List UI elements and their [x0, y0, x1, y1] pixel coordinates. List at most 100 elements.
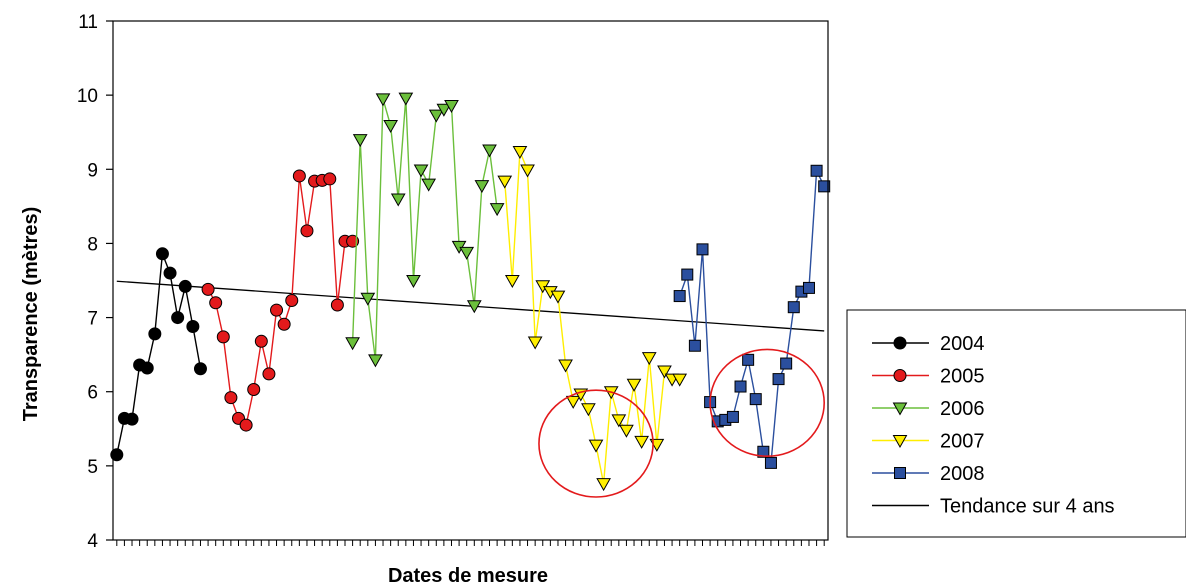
- series-2005: [201, 169, 360, 432]
- point-2006-4: [368, 354, 383, 368]
- legend-item-3: 2006: [872, 398, 985, 420]
- point-2007-4: [520, 164, 535, 178]
- point-2008-18: [802, 281, 815, 294]
- point-2004-9: [171, 311, 185, 325]
- point-2007-24: [672, 373, 688, 387]
- point-2008-1: [673, 290, 686, 303]
- legend-item-5: 2008: [872, 463, 985, 485]
- point-2008-16: [787, 301, 800, 314]
- series-2007: [497, 145, 688, 492]
- point-2007-22: [657, 365, 672, 379]
- point-2006-18: [474, 180, 490, 194]
- point-2004-8: [163, 266, 177, 280]
- legend-marker-2: [893, 369, 907, 382]
- point-2005-3: [216, 330, 230, 344]
- legend: 2004 2005 2006 2007 2008 Tendance sur 4 ans: [846, 309, 1186, 538]
- point-2008-8: [726, 410, 739, 423]
- point-2006-11: [421, 178, 437, 192]
- point-2007-16: [611, 414, 627, 428]
- y-tick-label-8: 8: [87, 234, 98, 255]
- point-2006-8: [398, 92, 414, 106]
- point-2007-17: [619, 424, 634, 438]
- point-2004-3: [125, 412, 139, 426]
- y-tick-label-7: 7: [87, 309, 98, 330]
- point-2006-14: [444, 100, 459, 114]
- point-2007-8: [550, 290, 566, 304]
- point-2006-7: [390, 193, 406, 207]
- plot-area: [110, 92, 831, 498]
- point-2004-6: [148, 327, 162, 341]
- y-tick-label-10: 10: [77, 86, 98, 107]
- point-2004-10: [178, 279, 192, 293]
- y-axis-title: Transparence (mètres): [20, 207, 42, 422]
- point-2007-2: [504, 275, 520, 289]
- y-tick-label-11: 11: [78, 12, 98, 33]
- point-2006-2: [352, 134, 368, 148]
- legend-marker-3: [892, 402, 908, 416]
- highlight-ellipse-1: [538, 389, 654, 498]
- series-line-2005: [207, 175, 353, 427]
- point-2008-14: [772, 373, 785, 386]
- point-2005-10: [270, 303, 284, 317]
- point-2005-9: [262, 367, 276, 381]
- series-line-2007: [504, 151, 680, 484]
- legend-marker-5: [894, 467, 906, 479]
- series-line-2006: [351, 98, 498, 360]
- point-2006-20: [489, 203, 505, 217]
- point-2006-5: [375, 93, 391, 107]
- point-2005-8: [254, 334, 268, 348]
- point-2004-7: [155, 247, 169, 261]
- point-2008-11: [749, 393, 762, 406]
- legend-item-1: 2004: [872, 333, 985, 355]
- point-2008-4: [696, 243, 709, 256]
- legend-label-2: 2005: [940, 366, 985, 388]
- point-2006-19: [482, 144, 497, 158]
- point-2005-14: [300, 224, 314, 238]
- legend-marker-4: [892, 435, 908, 449]
- point-2005-1: [201, 282, 215, 296]
- point-2006-3: [360, 292, 376, 306]
- point-2005-6: [239, 418, 253, 432]
- point-2007-14: [596, 478, 611, 492]
- legend-label-4: 2007: [940, 431, 985, 453]
- point-2005-13: [292, 169, 306, 183]
- y-tick-label-5: 5: [87, 457, 98, 478]
- legend-item-2: 2005: [872, 366, 985, 388]
- point-2006-17: [466, 300, 482, 314]
- point-2007-10: [565, 395, 581, 409]
- point-2006-10: [413, 164, 429, 178]
- point-2007-9: [558, 359, 573, 373]
- point-2004-5: [140, 361, 154, 375]
- point-2007-13: [588, 439, 604, 453]
- point-2006-1: [345, 337, 360, 351]
- point-2008-2: [681, 268, 694, 281]
- point-2008-10: [742, 353, 755, 366]
- point-2006-13: [436, 103, 452, 117]
- point-2005-17: [323, 172, 337, 186]
- point-2007-3: [512, 145, 528, 160]
- legend-label-5: 2008: [940, 463, 985, 485]
- point-2006-12: [428, 109, 444, 123]
- point-2008-13: [764, 456, 777, 469]
- legend-marker-1: [893, 336, 907, 350]
- point-2007-20: [641, 352, 657, 366]
- legend-label-3: 2006: [940, 398, 985, 420]
- point-2006-9: [406, 275, 421, 289]
- y-tick-label-4: 4: [87, 531, 98, 552]
- legend-label-1: 2004: [940, 333, 985, 355]
- point-2008-15: [780, 357, 793, 370]
- point-2005-2: [209, 296, 223, 310]
- point-2008-9: [734, 380, 747, 393]
- series-2006: [345, 92, 505, 368]
- point-2004-11: [186, 319, 200, 333]
- y-tick-label-6: 6: [87, 383, 98, 404]
- point-2007-19: [634, 435, 650, 449]
- series-2008: [673, 164, 831, 469]
- point-2005-12: [285, 294, 299, 308]
- series-2004: [110, 247, 207, 462]
- highlight-ellipse-2: [709, 348, 825, 458]
- plot-frame: [112, 20, 829, 541]
- x-axis-title: Dates de mesure: [388, 565, 548, 587]
- point-2007-18: [626, 378, 642, 392]
